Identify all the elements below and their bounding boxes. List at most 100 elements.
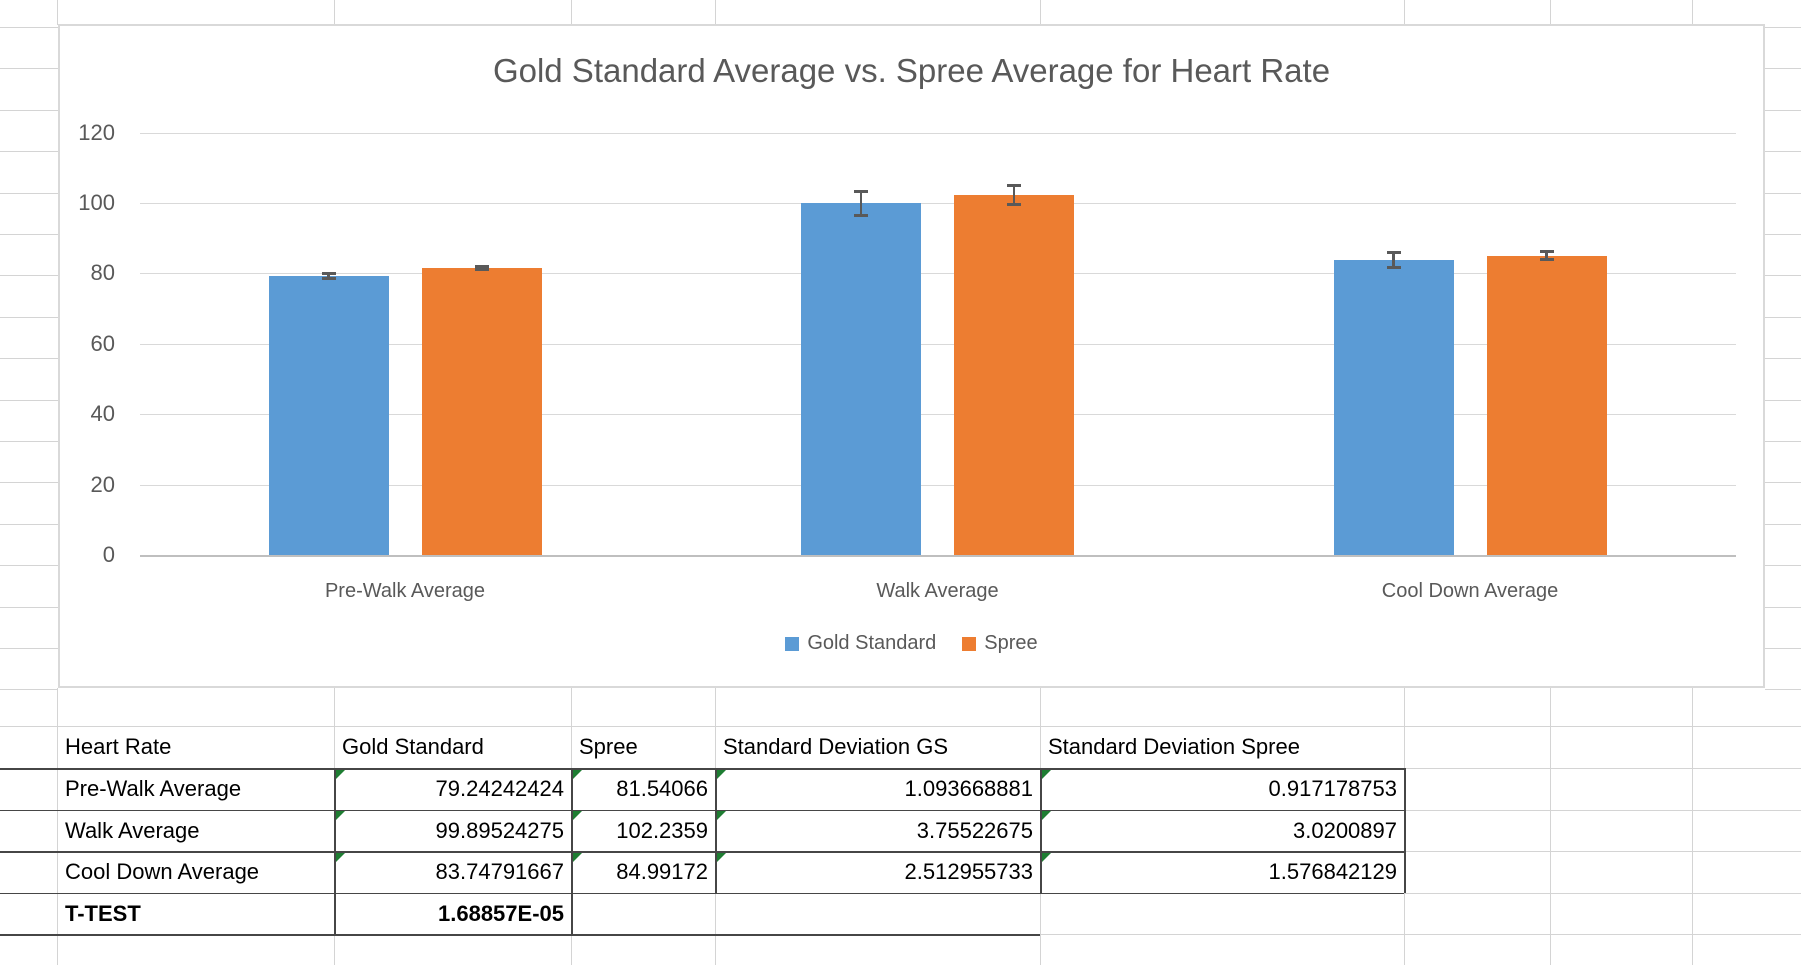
error-bar [1392, 251, 1395, 269]
gridline [715, 0, 716, 25]
ttest-label[interactable]: T-TEST [65, 900, 141, 926]
error-bar-cap [321, 272, 336, 276]
error-bar [1545, 250, 1548, 262]
table-border [334, 768, 336, 934]
error-indicator-triangle [335, 769, 345, 779]
legend[interactable]: Gold Standard Spree [60, 632, 1763, 655]
table-cell[interactable]: 1.093668881 [904, 776, 1033, 801]
gridline [1765, 234, 1801, 235]
error-indicator-triangle [572, 852, 582, 862]
bar-gold-standard-1[interactable] [801, 203, 921, 555]
gridline [1765, 316, 1801, 318]
gridline [0, 358, 58, 360]
table-row-label[interactable]: Walk Average [65, 817, 200, 843]
error-bar-cap [1007, 184, 1021, 188]
legend-item-spree[interactable]: Spree [962, 632, 1038, 655]
gridline [0, 441, 58, 442]
table-cell[interactable]: 1.576842129 [1268, 859, 1397, 884]
error-bar-cap [1539, 258, 1554, 262]
category-label: Cool Down Average [1381, 580, 1559, 602]
table-header-cell[interactable]: Gold Standard [342, 734, 484, 759]
gridline [0, 565, 58, 567]
gridline [334, 0, 335, 25]
table-cell[interactable]: 3.0200897 [1293, 817, 1397, 843]
gridline [1765, 441, 1801, 442]
bar-spree-1[interactable] [954, 195, 1074, 555]
gridline [1765, 565, 1801, 567]
table-header-cell[interactable]: Spree [579, 734, 638, 759]
error-indicator-triangle [335, 811, 345, 820]
legend-swatch-gold-standard [785, 636, 800, 651]
gridline [1765, 399, 1801, 401]
table-header-cell[interactable]: Standard Deviation GS [723, 734, 949, 759]
gridline [1692, 688, 1693, 965]
table-cell[interactable]: 79.24242424 [435, 776, 564, 801]
error-bar-cap [321, 276, 336, 280]
table-border [0, 851, 1404, 853]
gridline [571, 0, 572, 25]
error-indicator-triangle [716, 811, 726, 820]
error-indicator-triangle [716, 769, 726, 779]
legend-item-gold-standard[interactable]: Gold Standard [785, 632, 936, 655]
legend-label: Spree [984, 632, 1038, 654]
table-cell[interactable]: 99.89524275 [435, 817, 564, 843]
gridline [0, 399, 58, 401]
gridline [0, 482, 58, 484]
table-row-label[interactable]: Cool Down Average [65, 859, 260, 884]
table-border [0, 892, 1404, 894]
legend-swatch-spree [962, 636, 977, 651]
error-indicator-triangle [572, 811, 582, 820]
bar-spree-2[interactable] [1486, 255, 1607, 555]
y-axis-tick-label: 60 [90, 330, 115, 356]
table-border [715, 768, 717, 893]
legend-label: Gold Standard [807, 632, 937, 654]
bar-gold-standard-0[interactable] [268, 276, 389, 555]
error-bar-cap [1386, 265, 1401, 269]
category-label: Walk Average [876, 580, 999, 602]
gridline [0, 523, 58, 525]
bar-spree-0[interactable] [421, 267, 542, 555]
table-cell[interactable]: 83.74791667 [435, 859, 564, 884]
gridline [0, 316, 58, 318]
table-border [571, 768, 573, 934]
table-cell[interactable]: 81.54066 [616, 776, 708, 801]
table-border [1404, 768, 1406, 893]
gridline [57, 688, 58, 965]
table-cell[interactable]: 102.2359 [616, 817, 708, 843]
gridline [1765, 192, 1801, 194]
chart-gridline [140, 484, 1736, 486]
gridline [1765, 275, 1801, 277]
gridline [0, 192, 58, 194]
table-border [0, 768, 1404, 770]
error-bar [859, 190, 863, 217]
table-header-cell[interactable]: Standard Deviation Spree [1048, 734, 1300, 759]
error-indicator-triangle [335, 852, 345, 862]
table-cell[interactable]: 84.99172 [616, 859, 708, 884]
gridline [1765, 27, 1801, 28]
chart[interactable]: Gold Standard Average vs. Spree Average … [58, 24, 1765, 688]
table-border [1040, 768, 1042, 893]
error-bar-cap [474, 268, 489, 272]
gridline [1550, 688, 1551, 965]
table-header-cell[interactable]: Heart Rate [65, 734, 172, 759]
gridline [0, 726, 1801, 727]
gridline [0, 606, 58, 608]
gridline [1765, 151, 1801, 153]
gridline [0, 109, 58, 111]
y-axis-tick-label: 20 [90, 471, 115, 497]
chart-gridline [140, 273, 1736, 275]
gridline [1692, 0, 1693, 25]
gridline [1765, 358, 1801, 360]
gridline [1765, 68, 1801, 70]
bar-gold-standard-2[interactable] [1333, 260, 1454, 555]
table-row-label[interactable]: Pre-Walk Average [65, 776, 242, 801]
error-bar-cap [1007, 202, 1021, 206]
table-cell[interactable]: 0.917178753 [1268, 776, 1397, 801]
gridline [0, 648, 58, 649]
ttest-value[interactable]: 1.68857E-05 [438, 900, 564, 926]
table-cell[interactable]: 3.75522675 [916, 817, 1033, 843]
error-bar-cap [1386, 251, 1401, 255]
gridline [0, 151, 58, 153]
table-cell[interactable]: 2.512955733 [904, 859, 1033, 884]
